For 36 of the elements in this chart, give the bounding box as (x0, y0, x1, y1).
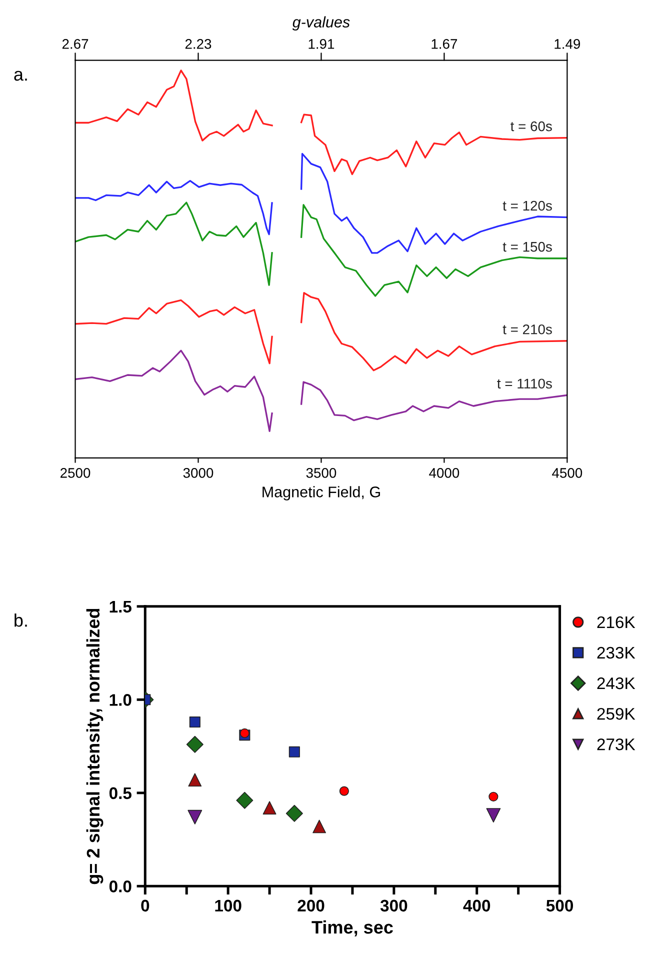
annotation: 1.91 (308, 39, 334, 49)
legend-label: 233K (597, 646, 636, 659)
x-tick-label: 200 (298, 900, 324, 912)
x-tick-label: 100 (215, 900, 242, 912)
x-tick-label: 3000 (183, 468, 214, 478)
x-tick-label: 2500 (60, 468, 90, 478)
x-tick-label: 3500 (306, 468, 336, 478)
series-label: t = 120s (502, 200, 552, 211)
x-axis-title: Time, sec (312, 920, 393, 936)
annotation: 1.49 (554, 39, 580, 49)
text: b. (14, 614, 27, 627)
y-tick-label: 1.0 (110, 694, 132, 706)
annotation: 2.23 (185, 39, 212, 49)
y-tick-label: 0.5 (109, 787, 132, 800)
series-label: t = 1110s (497, 378, 552, 389)
x-tick-label: 0 (141, 900, 150, 912)
x2-axis-title: g-values (292, 16, 350, 31)
text: a. (14, 70, 27, 81)
legend-label: 216K (597, 616, 636, 628)
series-label: t = 210s (502, 324, 552, 334)
legend-label: 259K (597, 708, 636, 720)
x-tick-label: 400 (463, 900, 490, 912)
y-tick-label: 1.5 (110, 600, 132, 613)
x-axis-title: Magnetic Field, G (262, 486, 380, 500)
series-label: t = 150s (502, 242, 552, 252)
legend-label: 243K (597, 677, 636, 690)
annotation: 2.67 (62, 39, 88, 49)
x-tick-label: 500 (546, 900, 573, 912)
y-axis-title: g= 2 signal intensity, normalized (86, 608, 104, 884)
x-tick-label: 300 (380, 900, 408, 912)
x-tick-label: 4000 (429, 468, 460, 478)
y-tick-label: 0.0 (109, 880, 132, 892)
x-tick-label: 4500 (552, 468, 582, 478)
legend-label: 273K (597, 738, 636, 750)
series-label: t = 60s (510, 121, 552, 132)
annotation: 1.67 (432, 39, 458, 49)
